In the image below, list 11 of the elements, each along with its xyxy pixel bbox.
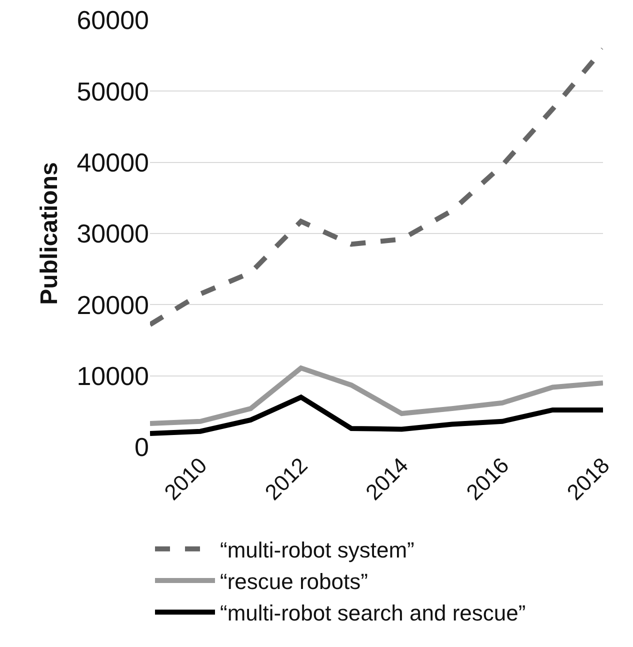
y-tick-label: 0 bbox=[134, 432, 149, 462]
legend-label: “multi-robot search and rescue” bbox=[220, 600, 526, 626]
y-tick-label: 50000 bbox=[76, 76, 149, 106]
y-tick-label: 20000 bbox=[76, 290, 149, 320]
y-tick-label: 40000 bbox=[76, 147, 149, 178]
y-tick-label: 10000 bbox=[76, 360, 149, 391]
y-tick-label: 60000 bbox=[76, 5, 149, 36]
legend-label: “multi-robot system” bbox=[220, 538, 414, 563]
y-tick-label: 30000 bbox=[76, 218, 149, 249]
legend-label: “rescue robots” bbox=[220, 569, 368, 594]
y-axis-title: Publications bbox=[36, 162, 63, 305]
